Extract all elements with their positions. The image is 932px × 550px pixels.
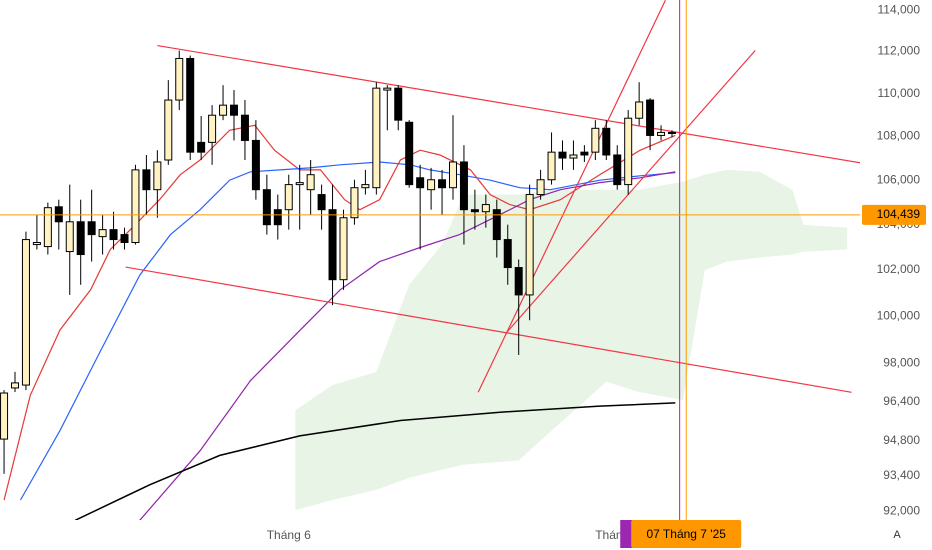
overlay-line [74, 402, 676, 520]
y-tick-label: 110,000 [878, 86, 921, 100]
candle-body [416, 177, 425, 189]
candle-body [525, 194, 534, 296]
candle-body [65, 221, 74, 253]
trendline [157, 44, 860, 164]
y-tick-label: 114,000 [878, 2, 921, 16]
auto-scale-button[interactable]: A [893, 529, 901, 541]
candle-body [164, 99, 173, 161]
trendline [125, 266, 852, 393]
candle-body [186, 57, 195, 153]
candle-body [208, 114, 217, 143]
candle-body [470, 209, 479, 213]
candle-body [459, 161, 468, 211]
candle-body [251, 139, 260, 191]
candle-body [514, 267, 523, 296]
trendline [477, 0, 666, 393]
crosshair-date-label: 07 Tháng 7 '25 [646, 527, 726, 541]
trendline [505, 50, 756, 335]
candle-body [361, 184, 370, 189]
candle-body [197, 141, 206, 153]
candle-body [306, 174, 315, 191]
candle-body [98, 229, 107, 238]
candle-body [142, 169, 151, 191]
candle-body [427, 179, 436, 191]
candle-body [328, 209, 337, 281]
candle-body [569, 154, 578, 159]
candle-body [580, 151, 589, 156]
candle-body [43, 207, 52, 248]
y-tick-label: 102,000 [877, 262, 921, 276]
y-tick-label: 108,000 [877, 129, 921, 143]
y-tick-label: 94,800 [883, 433, 920, 447]
candle-body [657, 131, 666, 136]
candle-body [536, 179, 545, 196]
y-tick-label: 112,000 [878, 44, 921, 58]
candle-body [646, 99, 655, 136]
y-tick-label: 96,400 [883, 394, 920, 408]
candle-body [624, 117, 633, 186]
candle-body [76, 221, 85, 256]
candle-body [273, 209, 282, 226]
candle-body [492, 209, 501, 241]
candle-body [503, 239, 512, 269]
cloud-area [295, 169, 848, 511]
candle-body [109, 229, 118, 241]
crosshair-date-box [631, 520, 742, 548]
candle-body [32, 242, 41, 246]
y-tick-label: 93,400 [883, 468, 920, 482]
candle-body [394, 87, 403, 121]
candle-body [558, 151, 567, 159]
candle-body [613, 154, 622, 186]
x-tick-label: Tháng 6 [267, 528, 311, 542]
y-tick-label: 98,000 [883, 356, 920, 370]
candle-body [0, 392, 9, 440]
candle-body [635, 101, 644, 119]
candle-body [295, 182, 304, 186]
crosshair-price-box [862, 204, 926, 225]
candle-body [21, 239, 30, 386]
candle-body [350, 187, 359, 219]
candle-body [372, 87, 381, 189]
candle-body [547, 151, 556, 181]
candle-body [11, 382, 20, 389]
y-tick-label: 106,000 [877, 172, 921, 186]
candle-body [448, 161, 457, 189]
candle-body [131, 169, 140, 244]
candle-body [87, 221, 96, 236]
candle-body [317, 194, 326, 211]
crosshair-price-label: 104,439 [877, 207, 921, 221]
y-tick-label: 92,000 [883, 503, 920, 517]
candle-body [481, 204, 490, 213]
candle-body [667, 131, 676, 135]
candle-body [591, 127, 600, 153]
candle-body [153, 161, 162, 191]
candle-body [120, 234, 129, 244]
candle-body [229, 104, 238, 116]
plot-area [0, 0, 860, 520]
candle-body [602, 127, 611, 156]
candle-body [284, 184, 293, 211]
y-tick-label: 100,000 [877, 308, 921, 322]
candle-body [438, 179, 447, 189]
candle-body [54, 206, 63, 223]
candle-body [339, 217, 348, 281]
candle-body [219, 104, 228, 116]
candle-body [383, 87, 392, 91]
candle-body [175, 57, 184, 101]
candle-body [262, 189, 271, 226]
candle-body [405, 121, 414, 186]
candle-body [240, 114, 249, 141]
overlay-line [139, 171, 676, 520]
